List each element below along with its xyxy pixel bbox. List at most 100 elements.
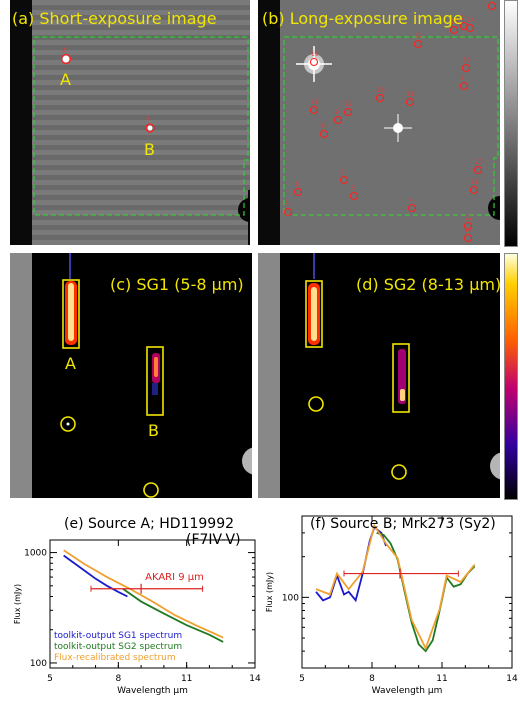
panel-c-source-b: B (148, 421, 159, 440)
source-marker (487, 1, 497, 11)
series-line (315, 525, 387, 603)
plot-frame (49, 539, 256, 669)
source-marker-label: 2 (461, 15, 465, 22)
source-a-circle (60, 416, 76, 432)
chart-e-subtitle: (F7IV-V) (186, 532, 241, 548)
sg2-panel: (d) SG2 (8-13 μm) (258, 253, 500, 498)
svg-text:2: 2 (62, 47, 66, 54)
fov-outline (283, 36, 499, 216)
chart-e-title: (e) Source A; HD119992 (64, 516, 235, 532)
series-line (315, 523, 476, 651)
chart-e: 5 8 11 14 100 1000 Wavelength μm Flux (mJy) AKAR… (0, 508, 262, 702)
source-marker-label: 17 (345, 101, 353, 108)
source-markers (283, 1, 497, 243)
source-marker-label: 22 (465, 215, 473, 222)
panel-c-source-a: A (65, 354, 76, 373)
source-marker (375, 93, 385, 103)
y-axis-label: Flux (mJy) (13, 584, 22, 624)
series-line (63, 549, 224, 639)
panel-a-label: (a) Short-exposure image (12, 9, 217, 28)
source-marker-label: 20 (475, 159, 483, 166)
source-a-box (62, 279, 80, 349)
long-exposure-panel: 1514131210191817161198765432120212223 (b… (258, 0, 500, 245)
x-tick-label: 14 (506, 674, 518, 684)
source-marker-label: 23 (465, 227, 473, 234)
source-marker-label: 4 (409, 197, 413, 204)
source-a-marker (60, 53, 72, 65)
source-marker (469, 185, 479, 195)
x-tick-label: 8 (369, 674, 375, 684)
source-b-box (146, 346, 164, 416)
source-marker-label: 16 (377, 87, 385, 94)
source-marker (463, 221, 473, 231)
source-marker (339, 175, 349, 185)
source-marker-label: 10 (463, 57, 471, 64)
source-marker-label: 13 (451, 19, 459, 26)
source-marker (413, 39, 423, 49)
x-axis-label: Wavelength μm (372, 686, 443, 696)
sg1-panel: (c) SG1 (5-8 μm) A B (10, 253, 252, 498)
source-b-circle (391, 464, 407, 480)
source-marker (405, 97, 415, 107)
source-marker (309, 105, 319, 115)
source-marker-label: 1 (461, 75, 465, 82)
source-b-circle (143, 482, 159, 498)
panel-d-label: (d) SG2 (8-13 μm) (356, 275, 500, 294)
source-marker-label: 3 (285, 201, 289, 208)
source-marker-label: 21 (471, 179, 479, 186)
chart-e-svg: 5 8 11 14 100 1000 Wavelength μm Flux (mJy) AKAR… (13, 539, 261, 696)
series-line (376, 532, 476, 653)
source-b-marker (145, 123, 155, 133)
x-axis-label: Wavelength μm (117, 686, 188, 696)
y-tick-label: 100 (30, 659, 47, 669)
source-marker-label: 5 (351, 185, 355, 192)
color-colorbar (504, 253, 518, 500)
panel-b-label: (b) Long-exposure image (262, 9, 463, 28)
short-exposure-panel: 2 1 (a) Short-exposure image A B (10, 0, 250, 245)
source-b-box (392, 343, 410, 413)
plot-frame (301, 515, 513, 669)
source-marker-label: 12 (415, 33, 423, 40)
source-marker (283, 207, 293, 217)
chart-f-svg: 5 8 11 14 100 Wavelength μm Flux (mJy) (265, 515, 518, 696)
x-tick-label: 11 (181, 674, 192, 684)
source-marker (449, 25, 459, 35)
long-exposure-image: 1514131210191817161198765432120212223 (258, 0, 500, 245)
legend-entry: toolkit-output SG1 spectrum (54, 631, 182, 641)
source-a-label: A (60, 70, 71, 89)
source-marker-label: 6 (295, 181, 299, 188)
x-tick-label: 11 (436, 674, 447, 684)
chart-f-title: (f) Source B; Mrk273 (Sy2) (310, 516, 496, 532)
x-tick-label: 5 (299, 674, 305, 684)
source-marker (459, 21, 469, 31)
source-marker-label: 7 (341, 169, 345, 176)
series-line (63, 554, 128, 598)
y-tick-label: 100 (282, 593, 299, 603)
source-marker (473, 165, 483, 175)
source-marker (293, 187, 303, 197)
y-tick-label: 1000 (24, 549, 47, 559)
akari-label: AKARI 9 μm (145, 572, 204, 583)
svg-text:1: 1 (146, 115, 150, 122)
source-marker-label: 9 (335, 109, 339, 116)
short-exposure-image: 2 1 (10, 0, 250, 245)
source-b-label: B (144, 140, 155, 159)
source-marker (319, 129, 329, 139)
source-marker (309, 57, 319, 67)
source-marker (349, 191, 359, 201)
x-tick-label: 14 (249, 674, 261, 684)
source-marker (343, 107, 353, 117)
source-marker (407, 203, 417, 213)
source-marker (461, 63, 471, 73)
fov-outline (33, 36, 249, 216)
source-marker-label: 8 (321, 123, 325, 130)
source-marker (463, 233, 473, 243)
source-marker-label: 15 (489, 0, 497, 2)
source-marker (459, 81, 469, 91)
panel-c-label: (c) SG1 (5-8 μm) (110, 275, 244, 294)
source-marker (333, 115, 343, 125)
source-marker-label: 19 (311, 51, 319, 58)
chart-f: 5 8 11 14 100 Wavelength μm Flux (mJy) (f) Sou… (262, 508, 520, 702)
y-axis-label: Flux (mJy) (265, 572, 274, 612)
legend-entry: Flux-recalibrated spectrum (54, 653, 176, 663)
